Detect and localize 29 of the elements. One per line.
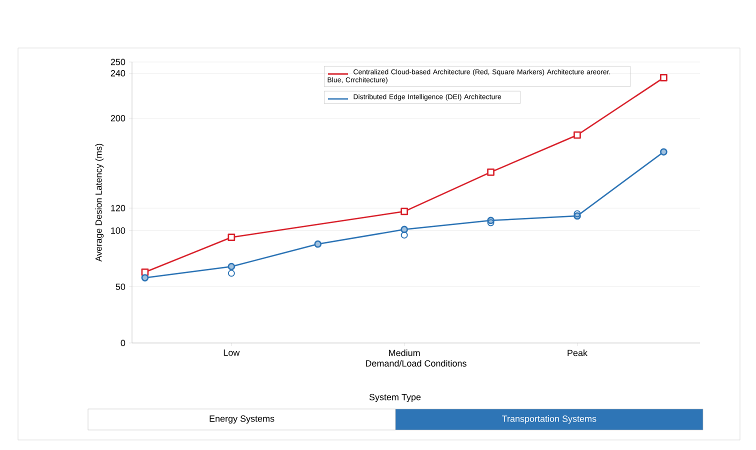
y-tick-label: 250 bbox=[110, 58, 126, 66]
point bbox=[400, 232, 408, 239]
point bbox=[487, 219, 494, 226]
x-tick-label: Medium bbox=[389, 350, 420, 356]
text: System Type bbox=[369, 394, 421, 402]
x-tick-label: Low bbox=[224, 350, 240, 356]
y-tick-label: 240 bbox=[110, 70, 126, 76]
y-tick-label: 100 bbox=[111, 227, 126, 234]
y-tick-label: 120 bbox=[111, 204, 126, 212]
point bbox=[314, 240, 322, 248]
point bbox=[400, 208, 408, 216]
point bbox=[574, 210, 581, 218]
x-axis-title: Demand/Load Conditions bbox=[366, 360, 466, 367]
text: Energy Systems bbox=[210, 415, 274, 424]
point bbox=[574, 131, 581, 139]
point bbox=[487, 168, 494, 176]
y-tick-label: 50 bbox=[116, 284, 126, 290]
point bbox=[660, 74, 668, 82]
point bbox=[228, 262, 236, 270]
y-tick-label: 0 bbox=[120, 340, 126, 346]
point bbox=[660, 148, 668, 156]
point bbox=[228, 270, 235, 277]
x-tick-label: Peak bbox=[568, 350, 588, 356]
y-axis-title: Average Desion Latency (ms) bbox=[95, 144, 104, 262]
point bbox=[141, 274, 149, 282]
point bbox=[400, 226, 408, 234]
y-tick-label: 200 bbox=[110, 115, 126, 122]
text: Transportation Systems bbox=[502, 415, 596, 424]
point bbox=[228, 234, 236, 242]
